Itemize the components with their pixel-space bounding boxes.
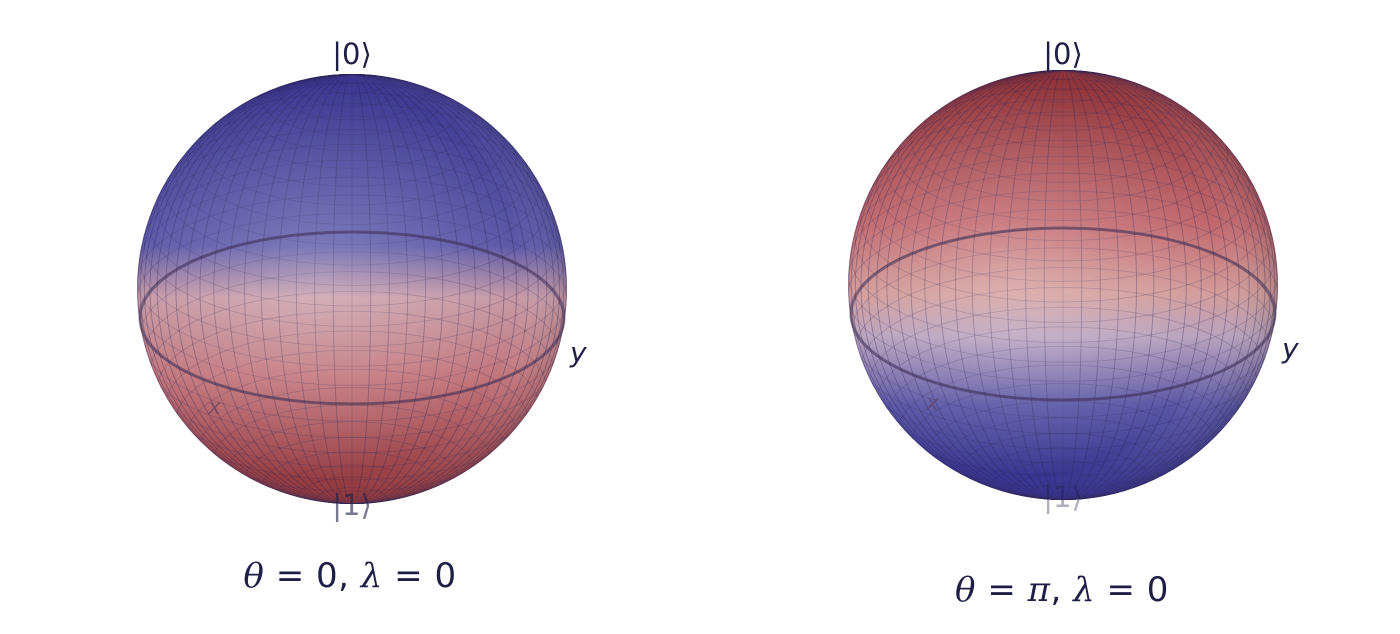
lambda-symbol: λ: [1073, 570, 1096, 610]
y-axis-label: y: [569, 336, 587, 369]
equator-ring: [138, 230, 566, 406]
y-axis-label: y: [1281, 332, 1299, 365]
lambda-symbol: λ: [360, 556, 383, 596]
theta-symbol: θ: [243, 556, 265, 596]
parameter-caption-left: θ = 0, λ = 0: [243, 556, 457, 596]
theta-value: 0: [316, 556, 339, 596]
bloch-panel-left: |0⟩ |1⟩ y x θ = 0, λ = 0: [137, 37, 587, 596]
x-axis-label: x: [207, 395, 222, 420]
ket-one-label: |1⟩: [1043, 480, 1083, 514]
bloch-sphere-left: |0⟩ |1⟩ y x: [137, 37, 587, 522]
lambda-value: 0: [434, 556, 457, 596]
lambda-value: 0: [1146, 570, 1169, 610]
bloch-sphere-right: |0⟩ |1⟩ y x: [848, 37, 1299, 514]
equator-ring: [849, 226, 1277, 402]
x-axis-label: x: [925, 391, 940, 416]
theta-value: π: [1027, 570, 1051, 610]
bloch-panel-right: |0⟩ |1⟩ y x θ = π, λ = 0: [700, 0, 1400, 634]
parameter-caption-right: θ = π, λ = 0: [955, 570, 1169, 610]
ket-zero-label: |0⟩: [332, 37, 372, 71]
ket-zero-label: |0⟩: [1043, 37, 1083, 71]
theta-symbol: θ: [955, 570, 977, 610]
ket-one-label: |1⟩: [332, 488, 372, 522]
